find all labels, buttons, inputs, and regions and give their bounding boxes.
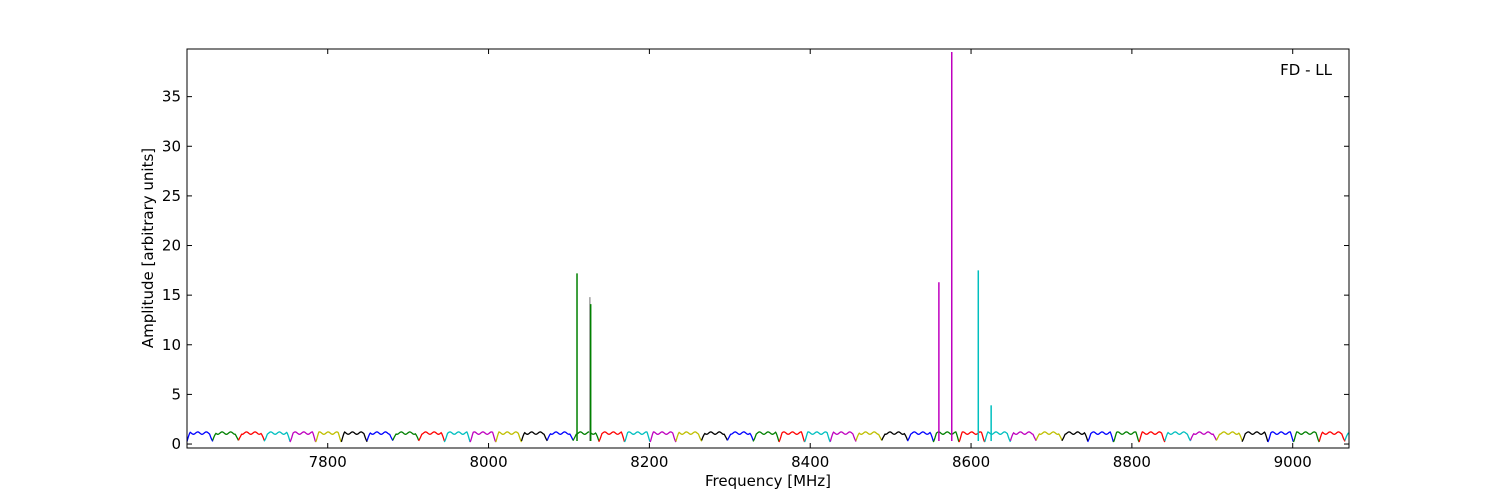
x-tick-label: 7800 (309, 453, 347, 471)
baseline-segment (906, 431, 934, 442)
plot-frame (186, 48, 1350, 449)
baseline-segment (1164, 431, 1192, 442)
chart-annotation: FD - LL (1280, 61, 1332, 79)
baseline-segment (546, 431, 574, 441)
x-tick-label: 9000 (1274, 453, 1312, 471)
baseline-segment (237, 431, 265, 441)
baseline-segment (1215, 431, 1243, 441)
baseline-segment (1061, 431, 1089, 442)
baseline-segment (520, 431, 548, 442)
baseline-segment (212, 431, 240, 441)
baseline-segment (186, 431, 214, 442)
baseline-segment (315, 431, 342, 443)
x-axis-label: Frequency [MHz] (705, 472, 831, 490)
baseline-segment (855, 431, 883, 441)
baseline-segment (726, 431, 754, 441)
baseline-segment (829, 431, 857, 442)
tick-layer: 7800 8000 8200 8400 8600 8800 9000 0 5 10 15 20 25 30… (162, 49, 1349, 471)
baseline-segment (392, 431, 420, 441)
baseline-segment (1189, 431, 1217, 441)
baseline-segment (495, 431, 523, 443)
baseline-segment (1318, 431, 1346, 442)
x-tick-label: 8400 (791, 453, 829, 471)
y-tick-label: 30 (162, 137, 181, 155)
y-tick-label: 10 (162, 336, 181, 354)
baseline-segment (1267, 431, 1295, 443)
baseline-segment (366, 431, 394, 441)
x-tick-label: 8000 (469, 453, 507, 471)
y-tick-label: 35 (162, 88, 181, 106)
baseline-segment (1112, 431, 1140, 443)
baseline-segment (263, 431, 291, 442)
x-tick-label: 8600 (952, 453, 990, 471)
baseline-segment (803, 431, 831, 443)
x-tick-label: 8200 (630, 453, 668, 471)
baseline-segment (340, 431, 368, 443)
baseline-segment (598, 431, 626, 443)
baseline-segment (1009, 431, 1037, 442)
baseline-segment (1087, 431, 1115, 443)
y-tick-label: 15 (162, 286, 181, 304)
baseline-segment (778, 431, 806, 443)
y-tick-label: 0 (171, 435, 181, 453)
y-tick-label: 25 (162, 187, 181, 205)
baseline-segment (958, 431, 986, 443)
baseline-segment (469, 431, 497, 443)
y-tick-label: 20 (162, 237, 181, 255)
series-layer (186, 51, 1350, 443)
baseline-segment (984, 431, 1012, 443)
baseline-segment (418, 431, 445, 442)
baseline-segment (1035, 431, 1063, 441)
x-tick-label: 8800 (1113, 453, 1151, 471)
baseline-segment (932, 431, 960, 443)
baseline-segment (1292, 431, 1320, 443)
baseline-segment (443, 431, 471, 443)
baseline-segment (649, 431, 677, 443)
baseline-segment (881, 431, 909, 441)
baseline-segment (289, 431, 317, 443)
baseline-segment (1344, 432, 1350, 441)
baseline-segment (752, 431, 780, 442)
y-tick-label: 5 (171, 385, 181, 403)
baseline-segment (623, 431, 651, 443)
baseline-segment (1138, 431, 1166, 443)
baseline-segment (1241, 431, 1269, 442)
baseline-segment (701, 431, 728, 441)
baseline-segment (675, 431, 703, 442)
y-axis-label: Amplitude [arbitrary units] (139, 148, 157, 348)
